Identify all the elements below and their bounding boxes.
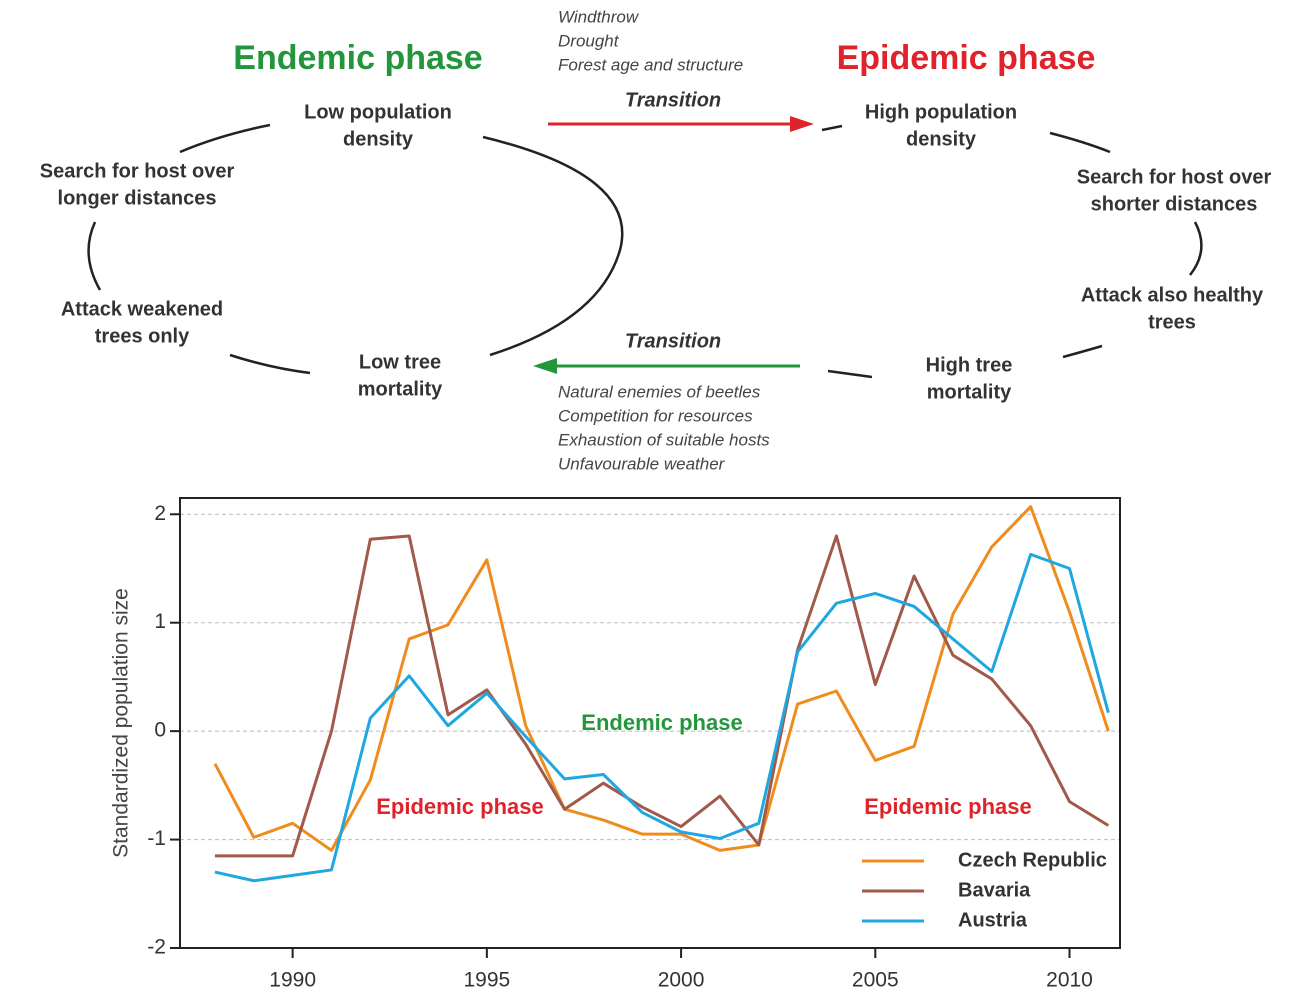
cycle-arc: [179, 123, 271, 154]
x-tick-label: 2000: [658, 969, 705, 992]
factor: Forest age and structure: [558, 55, 743, 74]
node-label: mortality: [927, 381, 1012, 403]
cycle-arc: [482, 135, 624, 357]
factor: Drought: [558, 31, 620, 50]
series-line: [214, 534, 1110, 858]
factor: Windthrow: [558, 7, 640, 26]
node-label: density: [906, 128, 977, 150]
factor: Exhaustion of suitable hosts: [558, 430, 770, 449]
transition-label: Transition: [625, 330, 721, 352]
x-tick-label: 1990: [269, 969, 316, 992]
endemic-title: Endemic phase: [233, 39, 482, 77]
y-tick-label: -2: [147, 936, 166, 959]
legend-label: Bavaria: [958, 879, 1031, 901]
diagram: Endemic phase Epidemic phase Transition …: [40, 7, 1272, 473]
epidemic-title: Epidemic phase: [837, 39, 1096, 77]
legend-label: Austria: [958, 909, 1028, 931]
arrow-head: [533, 358, 557, 374]
cycle-arc: [821, 124, 843, 132]
y-tick-label: 1: [154, 610, 166, 633]
plot-frame: [179, 497, 1121, 949]
series-line: [214, 552, 1110, 883]
cycle-arc: [1189, 221, 1203, 276]
cycle-arc: [1062, 344, 1103, 359]
y-tick-label: 0: [154, 719, 166, 742]
node-label: Low population: [304, 101, 452, 123]
x-tick-label: 1995: [464, 969, 511, 992]
node-label: High population: [865, 101, 1017, 123]
node-label: trees only: [95, 325, 190, 347]
cycle-arc: [87, 221, 102, 291]
factor: Unfavourable weather: [558, 454, 726, 473]
transition-label: Transition: [625, 89, 721, 111]
node-label: Attack weakened: [61, 298, 223, 320]
factor: Competition for resources: [558, 406, 753, 425]
node-label: Attack also healthy: [1081, 284, 1264, 306]
x-tick-label: 2005: [852, 969, 899, 992]
y-tick-label: -1: [147, 827, 166, 850]
y-axis-label: Standardized population size: [110, 588, 133, 858]
node-label: Search for host over: [1077, 166, 1272, 188]
cycle-arc: [1049, 131, 1111, 154]
phase-annotation: Epidemic phase: [864, 794, 1032, 819]
x-tick-label: 2010: [1046, 969, 1093, 992]
cycle-arc: [827, 369, 873, 379]
phase-annotation: Epidemic phase: [376, 794, 544, 819]
factor: Natural enemies of beetles: [558, 382, 761, 401]
node-label: shorter distances: [1091, 193, 1258, 215]
diagram-texts: Low population density Search for host ove…: [40, 7, 1272, 473]
legend-label: Czech Republic: [958, 849, 1107, 871]
node-label: Search for host over: [40, 160, 235, 182]
node-label: High tree: [926, 354, 1013, 376]
series-line: [213, 505, 1110, 852]
cycle-arc: [229, 353, 311, 375]
node-label: density: [343, 128, 414, 150]
node-label: Low tree: [359, 351, 441, 373]
node-label: longer distances: [58, 187, 217, 209]
arrow-head: [790, 116, 814, 132]
node-label: trees: [1148, 311, 1196, 333]
y-tick-label: 2: [154, 502, 166, 525]
node-label: mortality: [358, 378, 443, 400]
chart: 2 1 0 -1 -2 1990 1995 2000 2005 2010 Standardized …: [110, 497, 1121, 992]
phase-annotation: Endemic phase: [581, 710, 742, 735]
